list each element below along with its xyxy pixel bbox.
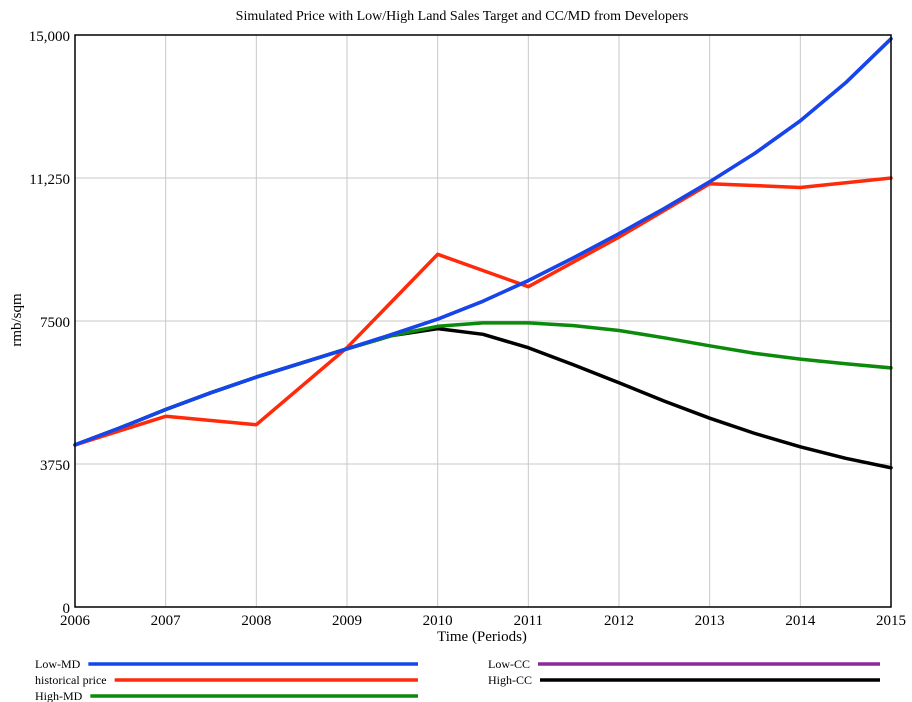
x-tick-label: 2015 [876, 613, 906, 629]
x-tick-label: 2011 [514, 613, 543, 629]
series-line-low-cc [73, 37, 893, 447]
series-line-high-md [73, 321, 893, 447]
x-tick-label: 2010 [423, 613, 453, 629]
legend-label-high-md: High-MD [35, 689, 83, 702]
series-line-low-md [73, 37, 893, 447]
y-tick-label: 15,000 [29, 29, 70, 45]
legend-label-high-cc: High-CC [488, 673, 532, 687]
legend: Low-CC High-CC High-MD historical price Low-… [35, 657, 880, 702]
x-tick-label: 2006 [60, 613, 91, 629]
legend-label-low-cc: Low-CC [488, 657, 530, 671]
series-line-historical-price [73, 176, 893, 447]
x-axis-label: Time (Periods) [437, 629, 527, 645]
plot-frame [74, 34, 892, 608]
chart-title: Simulated Price with Low/High Land Sales… [236, 9, 689, 24]
x-tick-label: 2009 [332, 613, 362, 629]
y-tick-label: 3750 [40, 458, 70, 474]
grid-lines [74, 34, 892, 608]
y-axis-label: rmb/sqm [9, 293, 25, 347]
tick-labels: 2006 2007 2008 2009 2010 2011 2012 2013 2014 2015… [29, 29, 906, 629]
y-tick-label: 11,250 [29, 172, 70, 188]
legend-label-historical-price: historical price [35, 673, 107, 687]
y-tick-label: 0 [63, 601, 71, 617]
x-tick-label: 2007 [151, 613, 182, 629]
legend-label-low-md: Low-MD [35, 657, 81, 671]
x-tick-label: 2008 [241, 613, 271, 629]
x-tick-label: 2014 [785, 613, 816, 629]
series-lines [73, 37, 893, 470]
x-tick-label: 2012 [604, 613, 634, 629]
y-tick-label: 7500 [40, 315, 70, 331]
x-tick-label: 2013 [695, 613, 725, 629]
